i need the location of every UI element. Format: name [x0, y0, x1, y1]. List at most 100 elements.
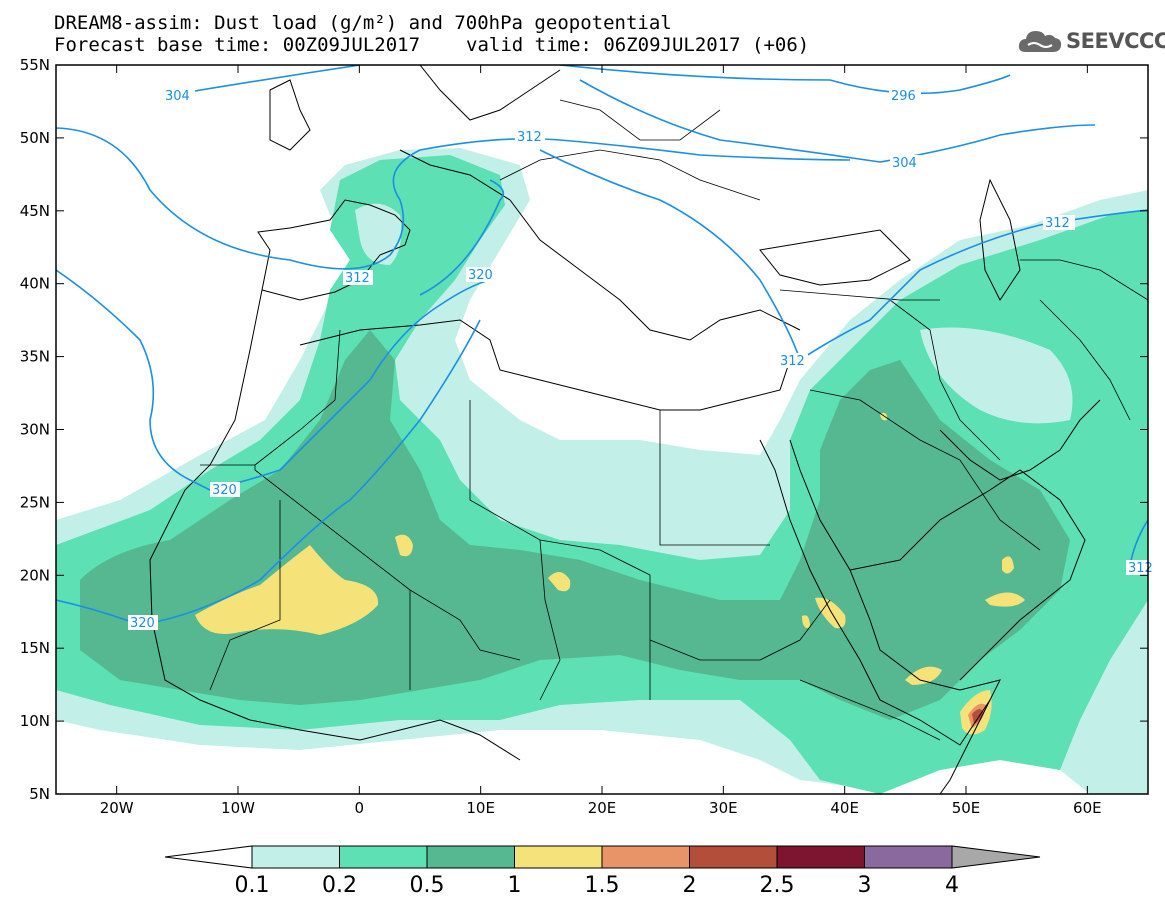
- lon-label: 60E: [1073, 799, 1102, 817]
- dust-0.1-hole-1: [355, 203, 402, 265]
- border-saudi: [809, 389, 1041, 551]
- colorbar-level-label: 1: [508, 873, 522, 898]
- lon-label: 20W: [100, 799, 134, 817]
- border-turkey: [779, 289, 940, 301]
- border-sudan: [649, 599, 831, 661]
- colorbar-over-arrow: [951, 845, 1041, 869]
- contour-label-320-sah: 320: [212, 483, 237, 498]
- lat-label: 35N: [20, 348, 50, 366]
- contour-312-atlantic: [56, 269, 211, 491]
- dust-1.0-band-arabia-1: [1002, 556, 1014, 574]
- colorbar-level-label: 0.5: [410, 873, 445, 898]
- contour-304-east: [579, 79, 1096, 163]
- border-afghanistan: [1039, 299, 1131, 421]
- colorbar-swatch: [601, 845, 690, 869]
- coastline-europe: [399, 149, 801, 341]
- colorbar-swatch: [251, 845, 340, 869]
- contour-label-312-fe: 312: [1128, 561, 1153, 576]
- border-niger-mali: [409, 589, 521, 661]
- coastline-iberia: [257, 199, 411, 301]
- dust-1.0-band-air: [395, 534, 413, 557]
- colorbar-level-label: 0.1: [235, 873, 270, 898]
- colorbar-under-arrow: [164, 845, 253, 869]
- seevccc-logo: SEEVCCC: [1016, 24, 1165, 58]
- colorbar-level-label: 3: [858, 873, 872, 898]
- coastline-arabia: [849, 469, 1086, 681]
- dust-1.0-band-yemen: [905, 666, 942, 685]
- lat-label: 15N: [20, 639, 50, 657]
- dust-0.1-hole-2: [920, 327, 1073, 424]
- dust-1.0-band-arabia-2: [985, 592, 1025, 607]
- longitude-labels: 20W 10W 0 10E 20E 30E 40E 50E 60E: [100, 799, 1102, 817]
- colorbar-level-label: 2: [683, 873, 697, 898]
- border-central-asia: [1020, 259, 1148, 301]
- coastlines: [149, 65, 1101, 794]
- colorbar-level-label: 2.5: [760, 873, 795, 898]
- contour-296: [559, 65, 1011, 95]
- map-title: DREAM8-assim: Dust load (g/m²) and 700hP…: [54, 12, 672, 34]
- axis-ticks: [56, 64, 1148, 795]
- border-chad: [539, 539, 561, 701]
- dust-1.0-band-eritrea: [815, 597, 846, 629]
- border-libya: [469, 400, 651, 700]
- colorbar-level-label: 1.5: [585, 873, 620, 898]
- colorbar-level-label: 4: [945, 873, 959, 898]
- lat-label: 45N: [20, 202, 50, 220]
- contour-label-304-e: 304: [892, 156, 917, 171]
- coastline-scandinavia: [419, 65, 561, 121]
- colorbar-swatch: [689, 845, 778, 869]
- colorbar-swatch: [514, 845, 603, 869]
- latitude-labels: 55N 50N 45N 40N 35N 30N 25N 20N 15N 10N 5N: [20, 56, 50, 803]
- dust-1.0-band-sudan: [802, 615, 810, 629]
- contour-312-east: [799, 209, 1148, 361]
- lon-label: 10W: [221, 799, 255, 817]
- coastline-caspian: [979, 178, 1021, 301]
- lat-label: 40N: [20, 275, 50, 293]
- map-subtitle: Forecast base time: 00Z09JUL2017 valid ti…: [54, 34, 809, 56]
- contour-label-312-n: 312: [517, 130, 542, 145]
- colorbar: 0.1 0.2 0.5 1 1.5 2 2.5 3 4: [164, 845, 1041, 898]
- contour-320-med: [419, 179, 505, 296]
- lon-label: 10E: [466, 799, 495, 817]
- lon-label: 50E: [952, 799, 981, 817]
- country-borders: [200, 99, 1148, 741]
- forecast-base-time: Forecast base time: 00Z09JUL2017: [54, 34, 421, 56]
- logo-text: SEEVCCC: [1066, 29, 1165, 53]
- lat-label: 30N: [20, 421, 50, 439]
- coastline-black-sea: [759, 229, 911, 286]
- border-europe-2: [559, 99, 721, 141]
- coastline-west-africa: [149, 289, 521, 761]
- colorbar-level-label: 0.2: [322, 873, 357, 898]
- lon-label: 40E: [830, 799, 859, 817]
- border-iraq-iran: [889, 299, 1001, 461]
- cloud-icon: [1018, 31, 1062, 52]
- contour-320-atlas: [209, 279, 491, 491]
- colorbar-swatch: [776, 845, 865, 869]
- contour-label-296: 296: [891, 89, 916, 104]
- valid-time: valid time: 06Z09JUL2017 (+06): [466, 34, 810, 56]
- border-algeria: [254, 329, 341, 466]
- border-ethiopia: [799, 679, 941, 741]
- lat-label: 20N: [20, 566, 50, 584]
- lat-label: 5N: [29, 785, 50, 803]
- border-europe-1: [499, 149, 761, 201]
- contour-312-north: [56, 127, 851, 270]
- coastline-persian-gulf: [939, 399, 1101, 481]
- coastline-uk: [269, 79, 311, 151]
- contour-312-med: [539, 149, 801, 361]
- contour-label-312-e: 312: [1045, 216, 1070, 231]
- dust-0.1-hole-4: [580, 456, 620, 491]
- lat-label: 50N: [20, 129, 50, 147]
- coastline-east-africa: [939, 699, 991, 794]
- colorbar-swatch: [864, 845, 953, 869]
- lat-label: 10N: [20, 712, 50, 730]
- colorbar-swatch: [426, 845, 515, 869]
- contour-label-312-lev: 312: [780, 354, 805, 369]
- dust-fields: [56, 148, 1148, 794]
- dust-2.0-band: [972, 708, 983, 724]
- lon-label: 30E: [709, 799, 738, 817]
- contour-label-320-med: 320: [468, 268, 493, 283]
- lon-label: 0: [355, 799, 365, 817]
- dust-1.0-band-chad: [548, 571, 571, 592]
